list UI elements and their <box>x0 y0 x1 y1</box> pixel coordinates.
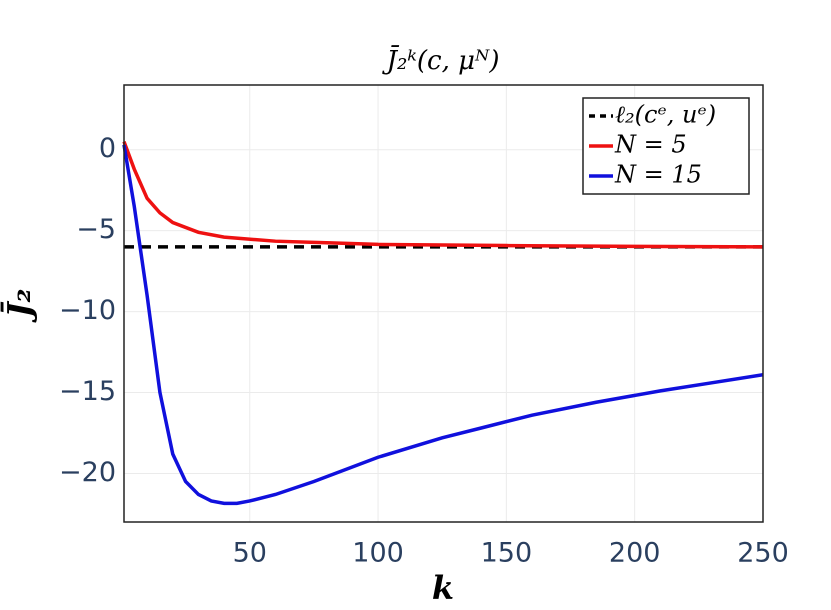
y-tick-label: −20 <box>59 457 116 488</box>
x-tick-label: 200 <box>609 538 661 569</box>
plot-frame <box>123 84 764 523</box>
x-tick-label: 100 <box>352 538 404 569</box>
y-tick-label: −5 <box>76 214 116 245</box>
line <box>122 141 764 249</box>
line <box>122 144 764 506</box>
x-tick-label: 150 <box>481 538 533 569</box>
y-axis-label: J̄₂ <box>1 288 39 323</box>
legend-label: N = 5 <box>614 131 687 159</box>
y-tick-label: −15 <box>59 376 116 407</box>
y-tick-label: −10 <box>59 295 116 326</box>
chart-title: J̄₂ᵏ(c, μᴺ) <box>382 44 500 76</box>
x-axis-label: k <box>432 569 454 607</box>
y-tick-label: 0 <box>99 133 116 164</box>
legend-label: ℓ₂(cᵉ, uᵉ) <box>615 101 716 129</box>
x-tick-label: 50 <box>233 538 267 569</box>
x-tick-label: 250 <box>737 538 789 569</box>
legend-label: N = 15 <box>614 161 702 189</box>
